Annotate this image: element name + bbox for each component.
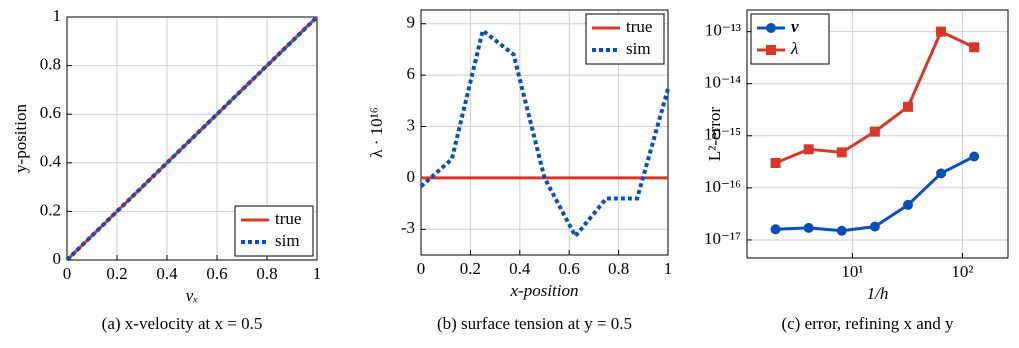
x-tick-label: 0.2 — [106, 264, 127, 283]
y-tick-label: 10⁻¹³ — [705, 21, 741, 40]
x-tick-label: 0.2 — [460, 259, 481, 278]
x-tick-label: 0.4 — [156, 264, 178, 283]
legend-box — [234, 205, 314, 257]
marker — [770, 224, 781, 235]
legend: true sim — [585, 13, 665, 65]
x-tick-label: 0 — [63, 264, 72, 283]
marker — [902, 199, 913, 210]
y-tick-label: -3 — [401, 218, 415, 237]
y-tick-label: 0.4 — [40, 152, 62, 171]
x-axis-label: vₓ — [186, 286, 199, 305]
legend-label: true — [626, 17, 652, 36]
y-tick-label: 0.6 — [40, 103, 61, 122]
x-tick-label: 0.6 — [559, 259, 580, 278]
x-tick-label: 10² — [951, 262, 973, 281]
legend-label: sim — [275, 231, 300, 250]
marker — [869, 126, 880, 137]
legend: vλ — [750, 13, 830, 65]
x-tick-label: 0.8 — [256, 264, 277, 283]
y-tick-label: 6 — [407, 64, 416, 83]
marker — [836, 225, 847, 236]
y-tick-label: 0 — [53, 249, 62, 268]
x-tick-label: 1 — [664, 259, 673, 278]
legend-marker — [766, 23, 776, 33]
plot-frame — [66, 16, 318, 261]
series-line — [65, 15, 319, 262]
chart: 0 0.2 0.4 0.6 0.8 1 0 0.2 0.4 0.6 0.8 1 true sim vₓ y-p… — [11, 6, 321, 333]
x-tick-label: 0.8 — [608, 259, 629, 278]
legend-label: λ — [790, 39, 798, 58]
marker — [869, 221, 880, 232]
marker — [836, 147, 847, 158]
legend-label: true — [275, 209, 301, 228]
y-axis-label: L²-error — [705, 107, 724, 162]
y-tick-label: 0.8 — [40, 55, 61, 74]
y-tick-label: 10⁻¹⁷ — [704, 229, 741, 248]
caption: (a) x-velocity at x = 0.5 — [102, 314, 263, 333]
caption: (b) surface tension at y = 0.5 — [437, 314, 632, 333]
y-tick-label: 1 — [53, 6, 62, 25]
y-tick-label: 0 — [407, 167, 416, 186]
marker — [803, 144, 814, 155]
x-tick-label: 10¹ — [841, 262, 863, 281]
x-axis-label: x-position — [510, 281, 579, 300]
y-tick-label: 0.2 — [40, 200, 61, 219]
chart: 10¹ 10² 10⁻¹⁷ 10⁻¹⁶ 10⁻¹⁵ 10⁻¹⁴ 10⁻¹³ vλ 1/h L²-e… — [704, 9, 1009, 333]
y-tick-label: 3 — [407, 115, 416, 134]
x-tick-label: 0 — [417, 259, 426, 278]
x-axis-label: 1/h — [867, 284, 889, 303]
marker — [969, 42, 980, 53]
plot-frame — [746, 9, 1009, 259]
x-tick-label: 0.6 — [206, 264, 227, 283]
legend-label: v — [791, 17, 799, 36]
y-axis-label: y-position — [11, 104, 30, 173]
legend-box — [585, 13, 665, 65]
plot-frame — [420, 9, 669, 256]
x-tick-label: 0.4 — [509, 259, 531, 278]
y-tick-label: 10⁻¹⁵ — [704, 125, 741, 144]
y-tick-label: 10⁻¹⁴ — [704, 73, 741, 92]
marker — [936, 168, 947, 179]
x-tick-label: 1 — [313, 264, 322, 283]
y-tick-label: 10⁻¹⁶ — [704, 177, 741, 196]
y-axis-label: λ · 10¹⁶ — [367, 107, 386, 158]
marker — [803, 222, 814, 233]
legend-marker — [766, 45, 776, 55]
chart: 0 0.2 0.4 0.6 0.8 1 -3 0 3 6 9 true sim x-position λ ·… — [367, 9, 673, 333]
legend-box — [750, 13, 830, 65]
y-tick-label: 9 — [407, 13, 416, 32]
legend-label: sim — [626, 39, 651, 58]
marker — [902, 101, 913, 112]
legend: true sim — [234, 205, 314, 257]
marker — [770, 158, 781, 169]
marker — [936, 26, 947, 37]
caption: (c) error, refining x and y — [781, 314, 954, 333]
marker — [969, 151, 980, 162]
series-line — [419, 27, 670, 240]
